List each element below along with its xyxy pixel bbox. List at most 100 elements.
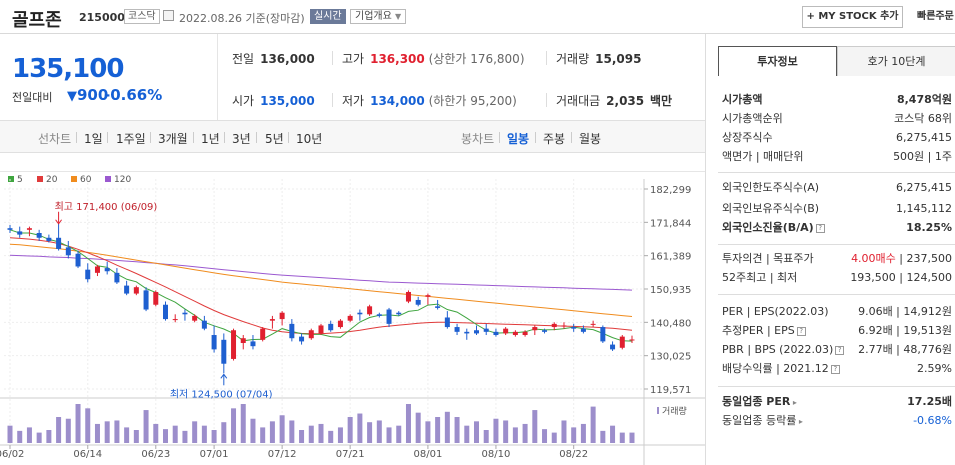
volume-bar — [94, 423, 100, 443]
info-row: 투자의견 | 목표주가 4.00매수 | 237,500 — [722, 249, 952, 268]
tab-period[interactable]: 5년 — [265, 132, 284, 146]
candle-body — [289, 323, 295, 339]
x-tick-label: 08/10 — [482, 449, 511, 460]
x-tick-label: 06/02 — [0, 449, 24, 460]
volume-bar — [85, 408, 91, 443]
divider — [718, 172, 955, 173]
volume-bar — [590, 406, 596, 443]
company-info-dropdown[interactable]: 기업개요 ▼ — [350, 9, 407, 24]
candle-body — [347, 315, 353, 321]
stock-chart[interactable]: 5 20 60 120 182,299 171,844 161,389 150,935 140,… — [0, 171, 705, 465]
tab-period[interactable]: 3개월 — [158, 132, 188, 146]
volume-bar — [580, 423, 586, 443]
volume-bar — [211, 430, 217, 443]
volume-bar — [192, 421, 198, 443]
stock-header: 골프존 215000 코스닥 2022.08.26 기준(장마감) 실시간 기업… — [0, 0, 955, 34]
tab-daily[interactable]: 일봉 — [507, 132, 530, 146]
stat-volume: 거래량 15,095 — [556, 50, 641, 67]
stat-label: 전일 — [232, 52, 255, 66]
candle-body — [94, 266, 100, 273]
volume-bar — [561, 420, 567, 443]
info-key: 투자의견 | 목표주가 — [722, 252, 814, 265]
volume-bar — [367, 422, 373, 443]
volume-bar — [124, 427, 130, 443]
candle-body — [240, 338, 246, 343]
tab-weekly[interactable]: 주봉 — [543, 132, 566, 146]
realtime-button[interactable]: 실시간 — [310, 9, 346, 24]
tab-monthly[interactable]: 월봉 — [579, 132, 602, 146]
volume-bar — [17, 430, 23, 443]
info-row: 배당수익률 | 2021.12? 2.59% — [722, 359, 952, 378]
price-summary: 135,100 전일대비 ▼900 -0.66% — [0, 34, 218, 120]
tab-period[interactable]: 1년 — [201, 132, 220, 146]
info-value: 9.06배 | 14,912원 — [858, 305, 952, 318]
volume-bar — [483, 430, 489, 443]
fast-order-button[interactable]: 빠른주문 — [917, 11, 954, 22]
volume-bar — [250, 418, 256, 443]
target-price: 237,500 — [906, 252, 953, 265]
info-row: 추정PER | EPS? 6.92배 | 19,513원 — [722, 321, 952, 340]
candle-chart-label[interactable]: 봉차트 — [461, 132, 495, 146]
chevron-right-icon: ▸ — [796, 417, 803, 426]
legend-swatch — [8, 176, 14, 182]
stat-high: 고가 136,300 (상한가 176,800) — [342, 50, 525, 67]
help-icon[interactable]: ? — [796, 327, 806, 336]
tab-period[interactable]: 1일 — [84, 132, 103, 146]
volume-bar — [619, 432, 625, 443]
candle-body — [201, 320, 207, 329]
volume-bar — [7, 425, 13, 443]
chart-tabs: 선차트 1일 1주일 3개월 1년 3년 5년 10년 봉차트 일봉 주봉 월봉 — [0, 120, 705, 153]
min-annotation: 최저 124,500 (07/04) — [170, 388, 273, 400]
volume-bar — [347, 417, 353, 443]
tab-period[interactable]: 10년 — [296, 132, 323, 146]
candle-body — [357, 312, 363, 315]
divider — [332, 51, 333, 65]
tab-investment-info[interactable]: 투자정보 — [718, 46, 837, 76]
info-key: PBR | BPS (2022.03)? — [722, 340, 845, 359]
candle-body — [65, 247, 71, 256]
help-icon[interactable]: ? — [815, 224, 825, 233]
volume-bar — [425, 421, 431, 443]
candle-body — [192, 315, 198, 321]
y-tick-label: 161,389 — [650, 252, 691, 263]
tab-period[interactable]: 3년 — [232, 132, 251, 146]
candle-body — [551, 323, 557, 328]
info-row: 동일업종 등락률 ▸ -0.68% — [722, 411, 952, 430]
info-value: 500원 | 1주 — [893, 150, 952, 163]
candle-body — [172, 319, 178, 321]
line-chart-label[interactable]: 선차트 — [38, 132, 72, 146]
volume-bar — [444, 411, 450, 443]
volume-bar — [182, 430, 188, 443]
info-row: PBR | BPS (2022.03)? 2.77배 | 48,776원 — [722, 340, 952, 359]
stat-value: 134,000 — [370, 94, 425, 108]
divider — [546, 51, 547, 65]
candle-body — [56, 237, 62, 249]
x-tick-label: 07/21 — [336, 449, 365, 460]
tab-period[interactable]: 1주일 — [116, 132, 146, 146]
add-mystock-button[interactable]: + MY STOCK 추가 — [802, 6, 903, 28]
volume-bar — [279, 415, 285, 443]
candle-body — [124, 285, 130, 294]
candle-body — [211, 335, 217, 350]
volume-bar — [464, 425, 470, 443]
legend-label: 120 — [114, 175, 131, 185]
info-key: 외국인한도주식수(A) — [722, 181, 820, 194]
info-row: 외국인소진율(B/A)? 18.25% — [722, 218, 952, 237]
volume-bar — [376, 420, 382, 443]
volume-bar — [532, 410, 538, 443]
help-icon[interactable]: ? — [830, 365, 840, 374]
divider — [150, 132, 151, 143]
volume-bar — [629, 432, 635, 443]
volume-bar — [474, 421, 479, 443]
divider — [288, 132, 289, 143]
info-key: 동일업종 PER ▸ — [722, 395, 797, 408]
change-percent: -0.66% — [104, 86, 163, 104]
candle-body — [318, 325, 324, 334]
chevron-right-icon: ▸ — [790, 398, 797, 407]
info-row: 동일업종 PER ▸ 17.25배 — [722, 392, 952, 411]
volume-bar — [221, 422, 227, 443]
candle-body — [522, 331, 528, 336]
info-value: 6.92배 | 19,513원 — [858, 324, 952, 337]
tab-order-book[interactable]: 호가 10단계 — [837, 46, 955, 76]
help-icon[interactable]: ? — [835, 346, 845, 355]
